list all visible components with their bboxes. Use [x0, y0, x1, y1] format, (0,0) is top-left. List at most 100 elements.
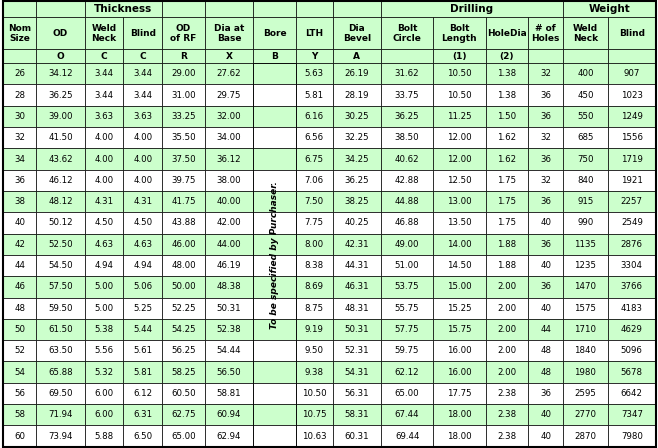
Text: LTH: LTH: [305, 29, 323, 38]
Bar: [3, 127, 36, 148]
Text: 46.00: 46.00: [171, 240, 195, 249]
Bar: [528, 383, 563, 404]
Bar: [528, 127, 563, 148]
Text: 7347: 7347: [620, 410, 643, 419]
Text: 3304: 3304: [620, 261, 643, 270]
Bar: [563, 84, 607, 106]
Text: 3.44: 3.44: [95, 69, 114, 78]
Text: B: B: [271, 52, 278, 61]
Bar: [36, 340, 85, 362]
Bar: [85, 212, 124, 233]
Bar: [3, 84, 36, 106]
Bar: [162, 170, 205, 191]
Text: 15.75: 15.75: [447, 325, 472, 334]
Bar: [607, 170, 656, 191]
Bar: [607, 49, 656, 63]
Text: 54.50: 54.50: [48, 261, 73, 270]
Bar: [295, 233, 332, 255]
Bar: [607, 383, 656, 404]
Text: 34: 34: [14, 155, 25, 164]
Bar: [85, 404, 124, 425]
Text: 450: 450: [577, 90, 594, 99]
Text: 840: 840: [577, 176, 594, 185]
Text: 3.44: 3.44: [133, 69, 152, 78]
Bar: [433, 106, 486, 127]
Bar: [295, 383, 332, 404]
Text: 4.50: 4.50: [95, 219, 114, 228]
Text: 32: 32: [540, 69, 551, 78]
Bar: [332, 297, 381, 319]
Bar: [162, 276, 205, 297]
Bar: [381, 212, 433, 233]
Bar: [295, 297, 332, 319]
Text: 13.50: 13.50: [447, 219, 472, 228]
Text: 7.75: 7.75: [305, 219, 324, 228]
Bar: [563, 383, 607, 404]
Bar: [433, 127, 486, 148]
Bar: [162, 212, 205, 233]
Bar: [162, 127, 205, 148]
Text: 27.62: 27.62: [216, 69, 241, 78]
Bar: [381, 319, 433, 340]
Text: 36.25: 36.25: [48, 90, 73, 99]
Bar: [205, 233, 253, 255]
Text: 6.75: 6.75: [305, 155, 324, 164]
Text: 5.38: 5.38: [95, 325, 114, 334]
Text: 2870: 2870: [574, 431, 596, 440]
Text: 4.31: 4.31: [95, 197, 114, 206]
Text: 3.44: 3.44: [95, 90, 114, 99]
Text: 26.19: 26.19: [345, 69, 369, 78]
Text: 4.00: 4.00: [95, 155, 114, 164]
Text: 42.88: 42.88: [395, 176, 419, 185]
Bar: [486, 425, 528, 447]
Bar: [295, 170, 332, 191]
Bar: [85, 84, 124, 106]
Bar: [85, 106, 124, 127]
Text: 33.75: 33.75: [395, 90, 419, 99]
Text: 28: 28: [14, 90, 25, 99]
Bar: [205, 84, 253, 106]
Text: 58: 58: [14, 410, 25, 419]
Bar: [205, 383, 253, 404]
Text: 2.00: 2.00: [497, 367, 517, 377]
Text: 29.00: 29.00: [171, 69, 195, 78]
Bar: [528, 297, 563, 319]
Bar: [3, 319, 36, 340]
Text: 36: 36: [540, 282, 551, 291]
Bar: [162, 49, 205, 63]
Bar: [124, 148, 162, 170]
Bar: [381, 297, 433, 319]
Bar: [381, 106, 433, 127]
Text: 40.00: 40.00: [216, 197, 241, 206]
Bar: [607, 297, 656, 319]
Bar: [253, 425, 295, 447]
Bar: [433, 425, 486, 447]
Text: 50: 50: [14, 325, 25, 334]
Text: 55.75: 55.75: [395, 304, 419, 313]
Text: Weld
Neck: Weld Neck: [572, 24, 598, 43]
Bar: [253, 362, 295, 383]
Text: 37.50: 37.50: [171, 155, 195, 164]
Bar: [607, 404, 656, 425]
Text: 2549: 2549: [621, 219, 643, 228]
Text: Dia at
Base: Dia at Base: [214, 24, 244, 43]
Bar: [36, 297, 85, 319]
Text: 2.38: 2.38: [497, 410, 517, 419]
Text: 1556: 1556: [620, 133, 643, 142]
Text: 10.50: 10.50: [447, 90, 472, 99]
Text: 32.25: 32.25: [344, 133, 369, 142]
Bar: [253, 233, 295, 255]
Bar: [295, 1, 332, 17]
Text: 61.50: 61.50: [48, 325, 73, 334]
Bar: [381, 17, 433, 49]
Text: 1.75: 1.75: [497, 197, 517, 206]
Bar: [253, 170, 295, 191]
Text: 2770: 2770: [574, 410, 596, 419]
Text: 4.94: 4.94: [134, 261, 152, 270]
Bar: [85, 191, 124, 212]
Text: 58.31: 58.31: [344, 410, 369, 419]
Text: 52: 52: [14, 346, 25, 355]
Text: Dia
Bevel: Dia Bevel: [343, 24, 371, 43]
Text: 56: 56: [14, 389, 25, 398]
Text: 13.00: 13.00: [447, 197, 472, 206]
